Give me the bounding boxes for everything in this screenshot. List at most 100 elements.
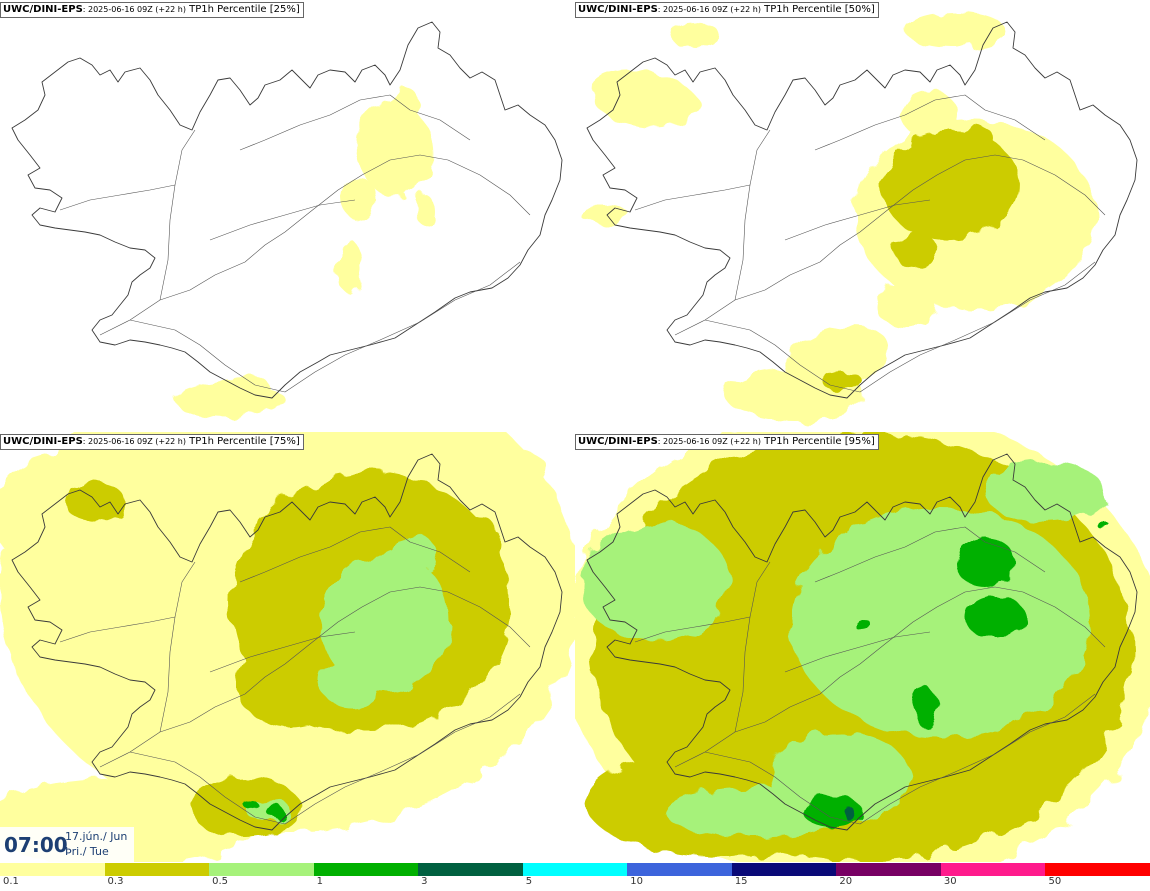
panel-title-p75: UWC/DINI-EPS: 2025-06-16 09Z (+22 h) TP1… [0, 434, 304, 450]
valid-date-line2: Þri./ Tue [65, 845, 109, 858]
precip-area [665, 787, 845, 837]
scale-tick-label: 1 [316, 876, 323, 887]
precip-area [823, 372, 863, 392]
precip-area [1099, 523, 1111, 531]
precip-field [175, 87, 434, 418]
map-panel-p50: UWC/DINI-EPS: 2025-06-16 09Z (+22 h) TP1… [575, 0, 1150, 430]
road-line [734, 561, 771, 733]
scale-tick-label: 0.5 [212, 876, 228, 887]
scale-tick-label: 5 [525, 876, 533, 887]
road-line [704, 693, 1096, 825]
road-line [674, 586, 1106, 768]
color-swatch-5 [522, 863, 628, 876]
precip-map-p75 [0, 432, 575, 862]
iceland-coastline [586, 21, 1138, 399]
precip-area [844, 808, 856, 820]
precip-scale-ticks: 0.1 0.3 0.5 1 3 5 10 15 20 30 50 [0, 876, 1150, 890]
road-line [239, 94, 471, 151]
precip-color-scale [0, 863, 1150, 876]
road-line [734, 129, 771, 301]
road-line [129, 693, 521, 825]
map-panel-p95: UWC/DINI-EPS: 2025-06-16 09Z (+22 h) TP1… [575, 432, 1150, 862]
precip-field [580, 12, 1095, 421]
map-panel-p25: UWC/DINI-EPS: 2025-06-16 09Z (+22 h) TP1… [0, 0, 575, 430]
road-line [784, 631, 931, 673]
precip-area [175, 382, 285, 418]
road-line [239, 526, 471, 583]
precip-map-p50 [580, 12, 1138, 421]
valid-date-line1: 17.jún./ Jun [65, 830, 128, 843]
color-swatch-10 [1045, 863, 1150, 876]
scale-tick-label: 15 [734, 876, 748, 887]
scale-tick-label: 30 [943, 876, 957, 887]
scale-tick-label: 10 [630, 876, 643, 887]
precip-area [955, 537, 1015, 587]
panel-title-p25: UWC/DINI-EPS: 2025-06-16 09Z (+22 h) TP1… [0, 2, 304, 18]
precip-area [965, 595, 1025, 639]
precip-area [790, 507, 1090, 737]
precip-area [391, 87, 419, 123]
road-line [634, 616, 751, 643]
color-swatch-6 [627, 863, 732, 876]
map-panel-p75: UWC/DINI-EPS: 2025-06-16 09Z (+22 h) TP1… [0, 432, 575, 862]
precip-area [985, 462, 1105, 522]
precip-area [320, 657, 380, 707]
color-swatch-1 [104, 863, 210, 876]
precip-area [905, 12, 1005, 48]
precip-area [913, 687, 937, 727]
precip-area [893, 232, 937, 268]
precip-map-p95 [575, 432, 1150, 862]
scale-tick-label: 50 [1048, 876, 1062, 887]
scale-tick-label: 20 [839, 876, 853, 887]
color-swatch-8 [836, 863, 941, 876]
iceland-coastline [11, 453, 563, 831]
precip-area [356, 102, 434, 198]
road-line [704, 261, 1096, 393]
color-swatch-9 [940, 863, 1046, 876]
road-line [59, 616, 176, 643]
color-swatch-0 [0, 863, 105, 876]
precip-area [65, 482, 125, 522]
color-swatch-4 [418, 863, 523, 876]
road-line [159, 129, 196, 301]
color-swatch-7 [731, 863, 837, 876]
scale-tick-label: 3 [421, 876, 428, 887]
precip-area [852, 616, 868, 628]
road-line [129, 261, 521, 393]
precip-area [232, 375, 268, 395]
scale-tick-label: 0.3 [107, 876, 124, 887]
road-line [99, 154, 531, 336]
precip-field [575, 432, 1150, 862]
iceland-coastline [11, 21, 563, 399]
precip-area [243, 799, 257, 809]
precip-area [580, 207, 630, 223]
valid-time-box: 07:00 17.jún./ Jun Þri./ Tue [0, 827, 134, 863]
precip-field [0, 432, 575, 862]
precip-area [417, 194, 433, 226]
precip-area [334, 239, 362, 291]
valid-time-clock: 07:00 [4, 833, 68, 857]
precip-area [440, 512, 500, 572]
precip-area [835, 532, 915, 572]
color-swatch-2 [209, 863, 314, 876]
precip-area [902, 91, 958, 139]
precip-area [580, 522, 730, 642]
road-line [99, 586, 531, 768]
precip-area [320, 552, 450, 692]
precip-map-p25 [11, 21, 563, 418]
color-swatch-3 [313, 863, 419, 876]
road-line [634, 184, 751, 211]
precip-area [267, 804, 283, 818]
precip-area [590, 70, 700, 130]
panel-title-p50: UWC/DINI-EPS: 2025-06-16 09Z (+22 h) TP1… [575, 2, 879, 18]
precip-area [235, 637, 345, 727]
road-line [784, 199, 931, 241]
precip-area [344, 178, 376, 222]
iceland-coastline [586, 453, 1138, 831]
precip-area [670, 23, 720, 47]
panel-title-p95: UWC/DINI-EPS: 2025-06-16 09Z (+22 h) TP1… [575, 434, 879, 450]
road-line [814, 94, 1046, 151]
precip-area [875, 283, 935, 327]
scale-tick-label: 0.1 [3, 876, 19, 887]
precip-area [882, 129, 1018, 241]
